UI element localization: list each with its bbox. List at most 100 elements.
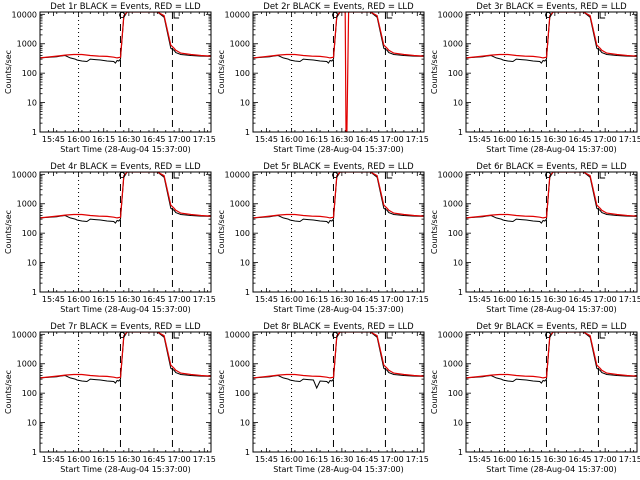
panel-title: Det 5r BLACK = Events, RED = LLD bbox=[263, 162, 414, 172]
y-tick-label: 100 bbox=[235, 389, 250, 398]
x-tick-label: 17:00 bbox=[381, 295, 404, 304]
y-tick-label: 1 bbox=[32, 288, 37, 297]
bracket-marker bbox=[173, 173, 180, 179]
panel-title: Det 6r BLACK = Events, RED = LLD bbox=[476, 162, 627, 172]
series-line-lld bbox=[40, 172, 211, 219]
panel-title: Det 4r BLACK = Events, RED = LLD bbox=[50, 162, 201, 172]
y-tick-label: 1000 bbox=[443, 200, 463, 209]
detector-panel-3: Det 3r BLACK = Events, RED = LLD Counts/s… bbox=[430, 2, 640, 154]
series-line-events bbox=[253, 172, 424, 224]
detector-panel-6: Det 6r BLACK = Events, RED = LLD Counts/s… bbox=[430, 162, 640, 314]
y-tick-label: 10000 bbox=[225, 10, 250, 19]
series-line-lld bbox=[466, 12, 637, 59]
y-tick-label: 10 bbox=[27, 259, 37, 268]
plot-frame bbox=[252, 331, 425, 453]
x-tick-label: 16:45 bbox=[142, 135, 165, 144]
y-tick-label: 1000 bbox=[17, 40, 37, 49]
x-tick-label: 16:45 bbox=[142, 455, 165, 464]
y-axis-label: Counts/sec bbox=[4, 210, 13, 254]
y-tick-label: 10000 bbox=[12, 330, 37, 339]
series-line-events bbox=[466, 172, 637, 224]
x-tick-label: 17:15 bbox=[619, 455, 640, 464]
panel-title: Det 9r BLACK = Events, RED = LLD bbox=[476, 322, 627, 332]
y-tick-label: 100 bbox=[235, 229, 250, 238]
bracket-marker bbox=[599, 13, 606, 19]
y-tick-label: 100 bbox=[448, 69, 463, 78]
series-line-events bbox=[466, 12, 637, 64]
x-tick-label: 16:15 bbox=[518, 455, 541, 464]
bracket-marker bbox=[386, 13, 393, 19]
y-tick-label: 10 bbox=[240, 99, 250, 108]
plot-series-group bbox=[253, 172, 424, 224]
plot-series-group bbox=[253, 12, 424, 132]
plot-frame bbox=[465, 331, 638, 453]
y-tick-label: 100 bbox=[448, 389, 463, 398]
x-tick-label: 15:45 bbox=[468, 135, 491, 144]
y-tick-label: 10 bbox=[27, 419, 37, 428]
y-tick-label: 100 bbox=[22, 389, 37, 398]
y-tick-label: 10 bbox=[240, 419, 250, 428]
y-tick-label: 10 bbox=[453, 419, 463, 428]
x-tick-label: 17:00 bbox=[594, 135, 617, 144]
y-tick-label: 1000 bbox=[230, 200, 250, 209]
detector-panel-1: Det 1r BLACK = Events, RED = LLD Counts/s… bbox=[4, 2, 216, 154]
y-tick-label: 10000 bbox=[438, 170, 463, 179]
x-tick-label: 16:00 bbox=[67, 295, 90, 304]
panel-title: Det 2r BLACK = Events, RED = LLD bbox=[263, 2, 414, 12]
y-tick-label: 1 bbox=[458, 128, 463, 137]
x-tick-label: 16:45 bbox=[355, 295, 378, 304]
panel-title: Det 1r BLACK = Events, RED = LLD bbox=[50, 2, 201, 12]
x-tick-label: 15:45 bbox=[468, 295, 491, 304]
series-line-events bbox=[253, 12, 424, 64]
x-tick-label: 16:15 bbox=[518, 295, 541, 304]
x-tick-label: 16:00 bbox=[67, 455, 90, 464]
x-tick-label: 16:15 bbox=[518, 135, 541, 144]
x-tick-label: 15:45 bbox=[42, 135, 65, 144]
y-axis-label: Counts/sec bbox=[4, 50, 13, 94]
x-tick-label: 16:45 bbox=[142, 295, 165, 304]
x-tick-label: 17:15 bbox=[619, 295, 640, 304]
detector-panel-4: Det 4r BLACK = Events, RED = LLD Counts/s… bbox=[4, 162, 216, 314]
x-tick-label: 17:15 bbox=[406, 455, 429, 464]
x-axis-label: Start Time (28-Aug-04 15:37:00) bbox=[486, 305, 617, 314]
x-tick-label: 16:00 bbox=[280, 455, 303, 464]
x-tick-label: 17:15 bbox=[193, 135, 216, 144]
x-tick-label: 15:45 bbox=[255, 135, 278, 144]
plot-frame bbox=[252, 171, 425, 293]
x-axis-label: Start Time (28-Aug-04 15:37:00) bbox=[273, 465, 404, 474]
detector-panel-2: Det 2r BLACK = Events, RED = LLD Counts/s… bbox=[217, 2, 429, 154]
y-tick-label: 1 bbox=[245, 448, 250, 457]
plot-frame bbox=[39, 171, 212, 293]
plot-series-group bbox=[466, 12, 637, 64]
bracket-marker bbox=[173, 333, 180, 339]
x-tick-label: 17:00 bbox=[168, 295, 191, 304]
series-line-lld bbox=[40, 332, 211, 379]
x-axis-label: Start Time (28-Aug-04 15:37:00) bbox=[273, 145, 404, 154]
plot-frame bbox=[252, 11, 425, 133]
x-tick-label: 17:00 bbox=[168, 455, 191, 464]
x-tick-label: 16:15 bbox=[305, 455, 328, 464]
x-tick-label: 15:45 bbox=[42, 455, 65, 464]
series-line-lld bbox=[466, 332, 637, 379]
plot-series-group bbox=[253, 332, 424, 390]
x-tick-label: 16:15 bbox=[305, 135, 328, 144]
x-tick-label: 15:45 bbox=[42, 295, 65, 304]
y-axis-label: Counts/sec bbox=[430, 370, 439, 414]
x-tick-label: 16:15 bbox=[92, 135, 115, 144]
y-tick-label: 100 bbox=[22, 69, 37, 78]
x-tick-label: 16:45 bbox=[568, 295, 591, 304]
detector-panel-8: Det 8r BLACK = Events, RED = LLD Counts/s… bbox=[217, 322, 429, 474]
x-tick-label: 17:15 bbox=[406, 295, 429, 304]
y-axis-label: Counts/sec bbox=[217, 50, 226, 94]
detector-panel-9: Det 9r BLACK = Events, RED = LLD Counts/s… bbox=[430, 322, 640, 474]
y-tick-label: 1000 bbox=[17, 200, 37, 209]
x-axis-label: Start Time (28-Aug-04 15:37:00) bbox=[273, 305, 404, 314]
plot-series-group bbox=[40, 332, 211, 384]
x-tick-label: 16:45 bbox=[355, 135, 378, 144]
plot-series-group bbox=[40, 172, 211, 224]
detector-panel-7: Det 7r BLACK = Events, RED = LLD Counts/s… bbox=[4, 322, 216, 474]
plot-series-group bbox=[466, 332, 637, 384]
y-tick-label: 1 bbox=[245, 128, 250, 137]
y-tick-label: 1 bbox=[32, 128, 37, 137]
series-line-lld bbox=[40, 12, 211, 59]
